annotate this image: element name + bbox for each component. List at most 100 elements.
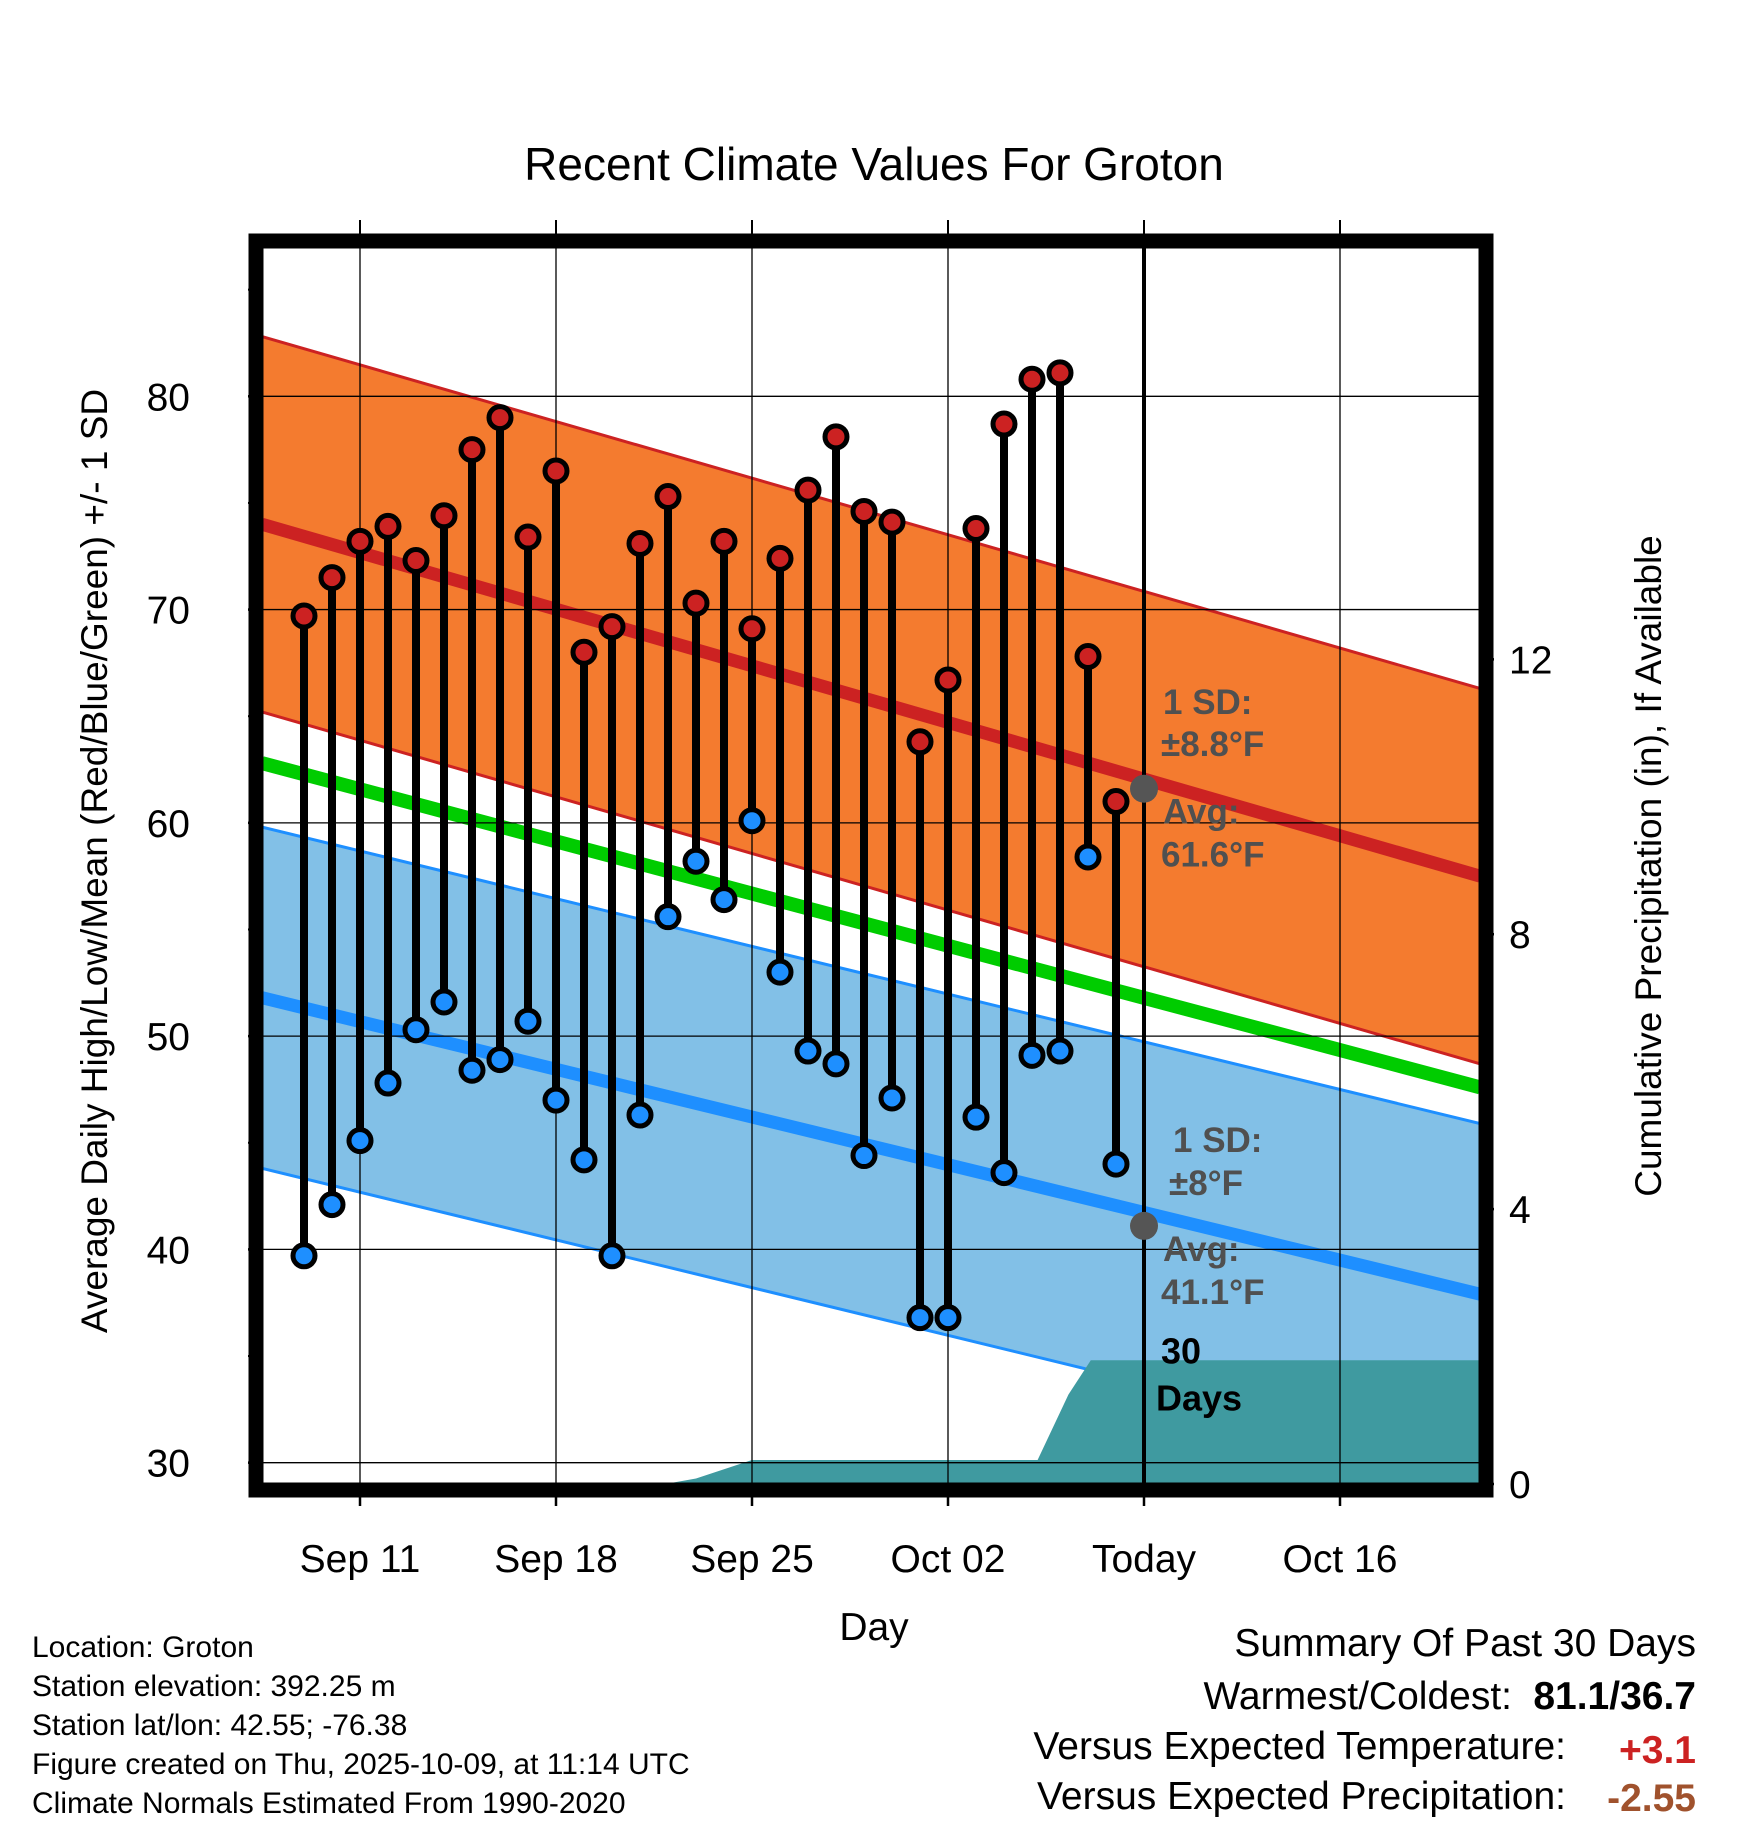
daily-high-point <box>1074 642 1102 670</box>
y-tick-label: 80 <box>147 376 190 419</box>
high-sd-value: ±8.8°F <box>1161 725 1264 764</box>
daily-low-point <box>850 1142 878 1170</box>
daily-low-point <box>878 1084 906 1112</box>
daily-low-point <box>598 1242 626 1270</box>
daily-high-point <box>374 512 402 540</box>
daily-high-point <box>906 728 934 756</box>
daily-low-point <box>402 1016 430 1044</box>
daily-high-point <box>346 527 374 555</box>
daily-low-point <box>430 988 458 1016</box>
summary-temp-value: +3.1 <box>1619 1729 1696 1772</box>
daily-high-point <box>1102 788 1130 816</box>
precip-days-label: Days <box>1156 1377 1242 1418</box>
summary-temp-label: Versus Expected Temperature: <box>1033 1725 1566 1768</box>
y2-tick-label: 4 <box>1509 1189 1531 1232</box>
summary-precip-value: -2.55 <box>1607 1777 1696 1820</box>
daily-low-point <box>346 1127 374 1155</box>
daily-high-point <box>402 547 430 575</box>
daily-high-point <box>766 544 794 572</box>
daily-low-point <box>990 1159 1018 1187</box>
daily-low-point <box>822 1050 850 1078</box>
daily-low-point <box>542 1086 570 1114</box>
daily-low-point <box>962 1103 990 1131</box>
daily-high-point <box>1018 365 1046 393</box>
daily-high-point <box>486 404 514 432</box>
summary-warm-cold-value: 81.1/36.7 <box>1533 1675 1696 1718</box>
daily-high-point <box>822 423 850 451</box>
daily-low-point <box>738 807 766 835</box>
daily-high-point <box>598 613 626 641</box>
x-tick-label: Sep 18 <box>494 1538 618 1581</box>
y2-tick-label: 8 <box>1509 914 1531 957</box>
daily-high-point <box>430 502 458 530</box>
daily-low-point <box>458 1056 486 1084</box>
x-tick-label: Oct 16 <box>1283 1538 1398 1581</box>
daily-high-point <box>794 476 822 504</box>
daily-high-point <box>542 457 570 485</box>
info-elevation: Station elevation: 392.25 m <box>32 1670 396 1703</box>
daily-low-point <box>710 886 738 914</box>
daily-high-point <box>626 529 654 557</box>
daily-low-point <box>626 1101 654 1129</box>
daily-low-point <box>1046 1037 1074 1065</box>
low-avg-label: Avg: <box>1163 1230 1239 1269</box>
daily-low-point <box>1018 1041 1046 1069</box>
low-sd-value: ±8°F <box>1169 1164 1243 1203</box>
daily-low-point <box>374 1069 402 1097</box>
daily-high-point <box>570 638 598 666</box>
daily-low-point <box>766 958 794 986</box>
y-tick-label: 70 <box>147 590 190 633</box>
precip-area <box>262 1360 1480 1484</box>
daily-high-point <box>990 410 1018 438</box>
x-tick-label: Sep 25 <box>690 1538 814 1581</box>
info-created: Figure created on Thu, 2025-10-09, at 11… <box>32 1748 690 1781</box>
y2-tick-label: 12 <box>1509 639 1552 682</box>
x-tick-label: Sep 11 <box>300 1538 421 1581</box>
daily-low-point <box>290 1242 318 1270</box>
daily-low-point <box>570 1146 598 1174</box>
daily-high-point <box>934 666 962 694</box>
daily-low-point <box>514 1007 542 1035</box>
daily-high-point <box>654 483 682 511</box>
daily-high-point <box>514 523 542 551</box>
today-low-avg-marker <box>1130 1211 1158 1240</box>
plot-frame <box>248 233 1494 1498</box>
daily-low-point <box>934 1304 962 1332</box>
daily-low-point <box>682 847 710 875</box>
daily-low-point <box>654 903 682 931</box>
y-tick-label: 30 <box>147 1443 190 1486</box>
y-tick-label: 40 <box>147 1229 190 1272</box>
y-tick-label: 60 <box>147 803 190 846</box>
low-sd-label: 1 SD: <box>1173 1121 1262 1160</box>
normal-high-band-lower <box>262 710 1480 1066</box>
low-avg-value: 41.1°F <box>1161 1273 1265 1312</box>
high-avg-label: Avg: <box>1163 793 1239 832</box>
daily-high-point <box>1046 359 1074 387</box>
high-sd-label: 1 SD: <box>1163 683 1252 722</box>
y2-axis-label: Cumulative Precipitation (in), If Availa… <box>1628 535 1669 1197</box>
x-axis-label: Day <box>839 1606 909 1649</box>
info-normals: Climate Normals Estimated From 1990-2020 <box>32 1787 626 1820</box>
daily-low-point <box>318 1191 346 1219</box>
daily-high-point <box>458 436 486 464</box>
daily-high-point <box>290 602 318 630</box>
y2-tick-label: 0 <box>1509 1464 1531 1507</box>
y-axis-label: Average Daily High/Low/Mean (Red/Blue/Gr… <box>74 389 115 1333</box>
daily-low-point <box>906 1304 934 1332</box>
summary-title: Summary Of Past 30 Days <box>1234 1622 1696 1665</box>
chart-title: Recent Climate Values For Groton <box>524 138 1224 190</box>
daily-high-point <box>962 515 990 543</box>
daily-low-point <box>794 1037 822 1065</box>
daily-low-point <box>1074 843 1102 871</box>
summary-precip-label: Versus Expected Precipitation: <box>1037 1775 1566 1818</box>
daily-low-point <box>1102 1150 1130 1178</box>
today-high-avg-marker <box>1130 774 1158 803</box>
info-latlon: Station lat/lon: 42.55; -76.38 <box>32 1709 408 1742</box>
high-avg-value: 61.6°F <box>1161 836 1265 875</box>
y-tick-label: 50 <box>147 1016 190 1059</box>
daily-high-point <box>318 564 346 592</box>
normal-mean-line <box>262 756 1480 1095</box>
info-location: Location: Groton <box>32 1631 254 1664</box>
